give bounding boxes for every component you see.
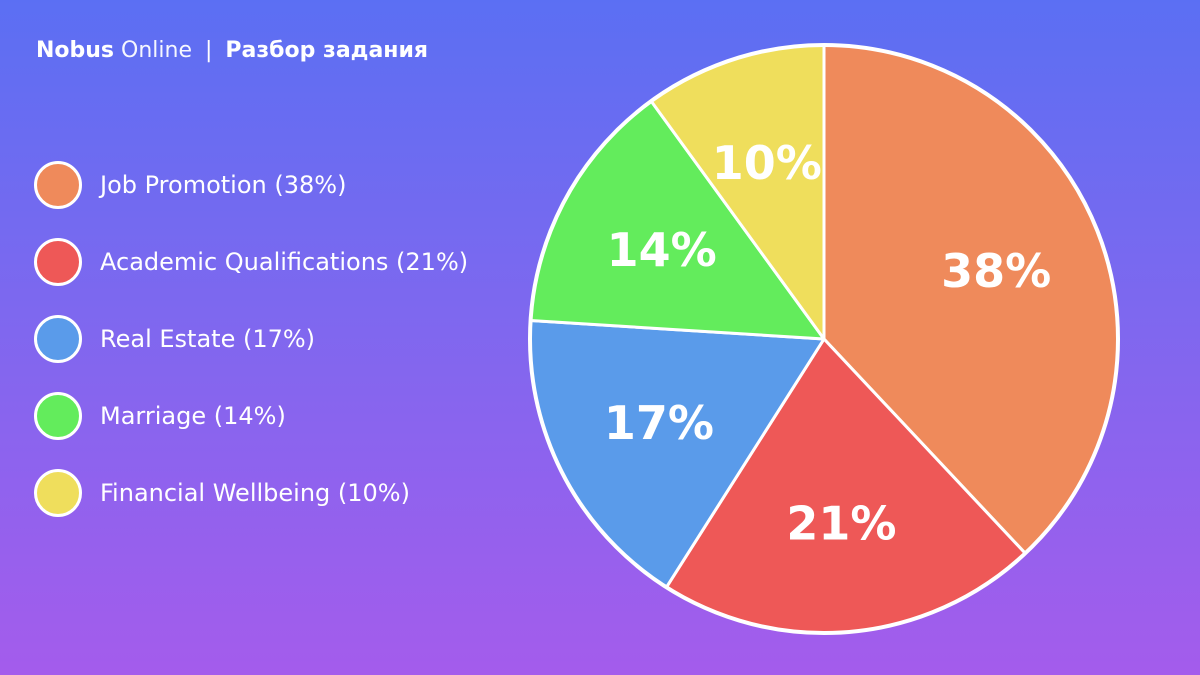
legend-swatch bbox=[34, 315, 82, 363]
slice-label: 38% bbox=[941, 244, 1051, 298]
legend-item: Job Promotion (38%) bbox=[34, 158, 468, 212]
legend-item: Marriage (14%) bbox=[34, 389, 468, 443]
legend-swatch bbox=[34, 238, 82, 286]
legend-item: Academic Qualifications (21%) bbox=[34, 235, 468, 289]
legend-swatch bbox=[34, 469, 82, 517]
legend-item: Real Estate (17%) bbox=[34, 312, 468, 366]
page-subtitle: Разбор задания bbox=[225, 38, 429, 63]
slice-label: 10% bbox=[712, 136, 822, 190]
brand-name: Nobus bbox=[36, 38, 115, 63]
legend-label: Academic Qualifications (21%) bbox=[100, 248, 469, 276]
chart-legend: Job Promotion (38%) Academic Qualificatio… bbox=[34, 158, 468, 543]
legend-item: Financial Wellbeing (10%) bbox=[34, 466, 468, 520]
pie-outline bbox=[528, 43, 1120, 635]
legend-swatch bbox=[34, 161, 82, 209]
legend-label: Financial Wellbeing (10%) bbox=[100, 479, 410, 507]
legend-swatch bbox=[34, 392, 82, 440]
slice-label: 17% bbox=[604, 396, 714, 450]
page-title: Nobus Online | Разбор задания bbox=[36, 38, 428, 63]
slice-label: 14% bbox=[607, 223, 717, 277]
brand-suffix: Online bbox=[121, 38, 192, 63]
legend-label: Job Promotion (38%) bbox=[100, 171, 347, 199]
legend-label: Marriage (14%) bbox=[100, 402, 286, 430]
slice-label: 21% bbox=[786, 496, 896, 550]
title-separator: | bbox=[205, 38, 213, 63]
legend-label: Real Estate (17%) bbox=[100, 325, 316, 353]
